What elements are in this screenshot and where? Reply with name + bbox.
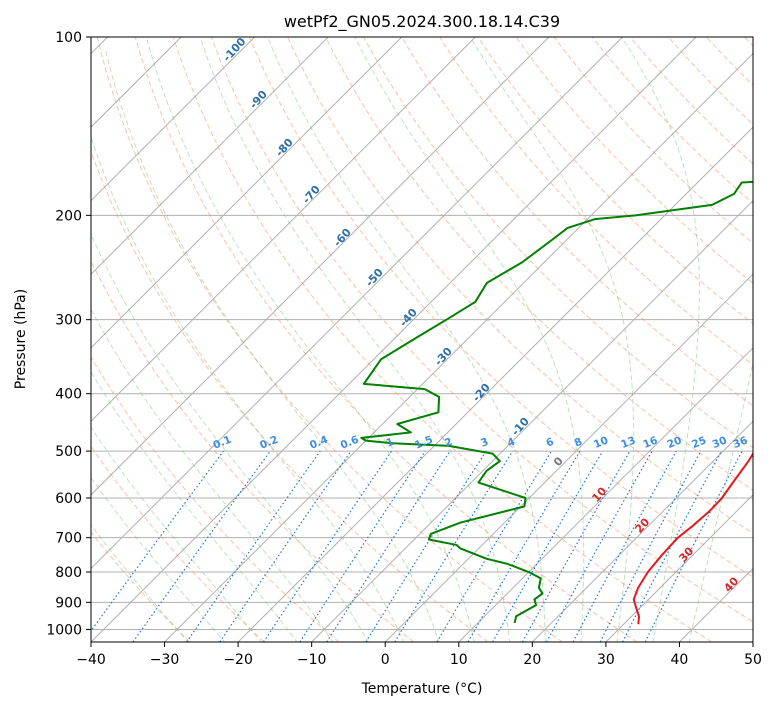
dry-adiabat-line <box>401 37 753 407</box>
dry-adiabat-line <box>91 259 414 642</box>
mixing-ratio-label: 6 <box>544 436 555 450</box>
y-tick-label: 700 <box>55 531 82 547</box>
plot-frame <box>90 36 754 643</box>
mixing-ratio-label: 16 <box>641 434 659 451</box>
mixing-ratio-lines <box>91 450 743 642</box>
y-axis-label: Pressure (hPa) <box>13 289 29 389</box>
mixing-ratio-line <box>521 450 631 642</box>
mixing-ratio-line <box>91 450 225 632</box>
dry-adiabat-line <box>134 37 638 642</box>
temperature-profile-line <box>632 451 753 625</box>
moist-adiabat-line <box>199 37 511 642</box>
mixing-ratio-line <box>186 450 321 642</box>
mixing-ratio-label: 30 <box>711 434 729 451</box>
x-axis-label: Temperature (°C) <box>361 681 483 697</box>
plot-area <box>91 37 753 642</box>
dry-adiabat-line <box>248 37 753 578</box>
moist-adiabat-line <box>91 308 334 642</box>
isotherm-line <box>458 347 753 642</box>
mixing-ratio-line <box>132 450 271 642</box>
dewpoint-profile-line <box>360 180 753 624</box>
y-tick-label: 500 <box>55 444 82 460</box>
mixing-ratio-line <box>394 450 514 642</box>
isotherm-line <box>91 37 329 275</box>
y-tick-label: 400 <box>55 387 82 403</box>
mixing-ratio-line <box>546 450 653 642</box>
mixing-ratio-label: 2 <box>443 436 454 450</box>
y-tick-label: 1000 <box>46 622 82 638</box>
moist-adiabat-line <box>145 37 475 642</box>
moist-adiabat-line <box>469 37 635 642</box>
y-tick-label: 800 <box>55 565 82 581</box>
dry-adiabat-line <box>91 445 265 642</box>
x-tick-label: −30 <box>150 652 180 668</box>
isotherm-line <box>91 37 550 496</box>
dry-adiabat-line <box>96 37 563 642</box>
moist-adiabat-line <box>267 37 546 642</box>
x-tick-label: −20 <box>223 652 253 668</box>
mixing-ratio-line <box>644 450 743 642</box>
chart-title: wetPf2_GN05.2024.300.18.14.C39 <box>284 12 560 32</box>
x-tick-label: 40 <box>671 652 689 668</box>
dry-adiabat-line <box>439 37 753 366</box>
mixing-ratio-label: 1 <box>385 436 396 450</box>
dry-adiabats <box>91 37 753 642</box>
isotherm-line <box>237 126 753 642</box>
x-tick-label: 0 <box>381 652 390 668</box>
mixing-ratio-label: 8 <box>573 436 584 450</box>
isotherm-line <box>605 494 753 642</box>
mixing-ratio-label: 36 <box>731 434 749 451</box>
x-tick-label: 50 <box>744 652 762 668</box>
isotherm-line <box>91 37 697 642</box>
sounding-series <box>360 180 753 625</box>
mixing-ratio-line <box>263 450 393 642</box>
isotherm-line <box>91 37 256 202</box>
x-tick-label: −10 <box>297 652 327 668</box>
isotherm-line <box>91 37 403 349</box>
mixing-ratio-line <box>299 450 426 642</box>
mixing-ratio-label: 3 <box>479 436 490 450</box>
moist-adiabat-line <box>91 426 262 642</box>
isotherm-line <box>384 273 753 642</box>
dry-adiabat-line <box>91 150 489 642</box>
dry-adiabat-line <box>325 37 753 491</box>
dry-adiabat-line <box>91 356 340 642</box>
dry-adiabat-line <box>91 531 191 642</box>
isotherm-line <box>531 420 753 642</box>
moist-adiabat-line <box>91 370 298 642</box>
x-tick-label: 10 <box>450 652 468 668</box>
dry-adiabat-line <box>172 37 713 642</box>
mixing-ratio-line <box>219 450 352 642</box>
y-tick-label: 200 <box>55 208 82 224</box>
mixing-ratio-label: 13 <box>619 434 637 451</box>
axes-ticks: −40 −30 −20 −10 0 10 20 30 40 50 100 200 300 400 500 60… <box>46 30 762 668</box>
mixing-ratio-label: 25 <box>690 434 708 451</box>
moist-adiabat-line <box>91 135 405 642</box>
isotherm-line <box>164 52 753 642</box>
mixing-ratio-line <box>326 450 451 642</box>
dry-adiabat-line <box>210 37 753 623</box>
y-tick-label: 900 <box>55 595 82 611</box>
skewed-isotherms <box>91 37 753 642</box>
x-tick-label: −40 <box>76 652 106 668</box>
mixing-ratio-label: 20 <box>666 434 684 451</box>
isotherm-line <box>91 37 476 423</box>
y-tick-label: 300 <box>55 313 82 329</box>
mixing-ratio-line <box>572 450 677 642</box>
moist-adiabat-line <box>91 524 189 642</box>
moist-adiabat-line <box>104 49 440 642</box>
mixing-ratio-label: 10 <box>592 434 610 451</box>
moist-adiabat-line <box>91 476 226 642</box>
mixing-ratio-label: 4 <box>506 436 517 450</box>
moist-adiabat-line <box>621 37 700 642</box>
dry-adiabat-line <box>515 37 753 284</box>
moist-adiabat-line <box>91 232 369 642</box>
moist-adiabat-line <box>688 360 753 642</box>
y-tick-label: 600 <box>55 491 82 507</box>
isotherm-line <box>91 37 623 570</box>
x-tick-label: 20 <box>523 652 541 668</box>
y-tick-label: 100 <box>55 30 82 46</box>
x-tick-label: 30 <box>597 652 615 668</box>
